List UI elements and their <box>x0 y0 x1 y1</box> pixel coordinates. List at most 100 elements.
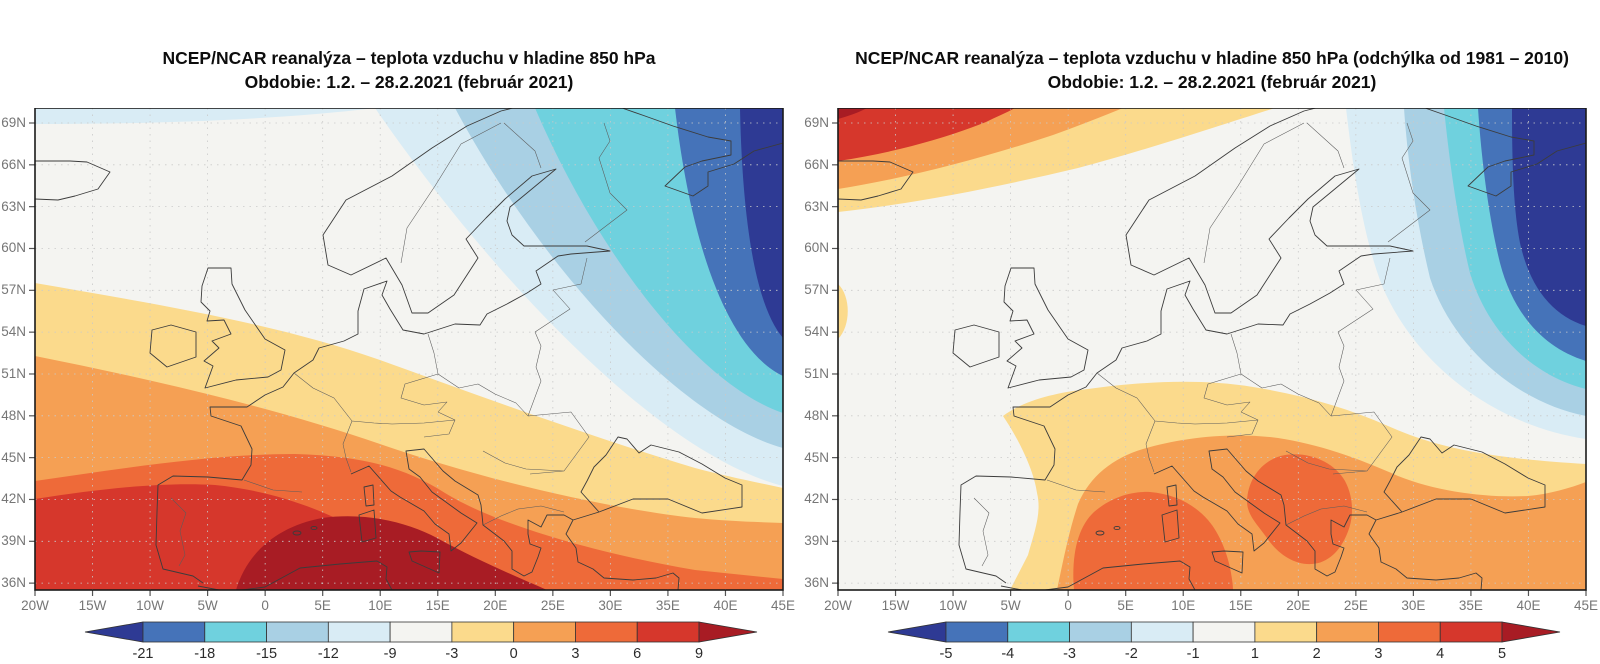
colorbar-segment <box>84 621 144 643</box>
axis-ticks <box>832 122 1587 596</box>
colorbar-segment <box>327 621 391 643</box>
lon-tick-label: 30E <box>1401 598 1426 613</box>
colorbar-segment <box>204 621 267 643</box>
lat-tick-label: 36N <box>804 575 829 591</box>
lat-tick-label: 60N <box>1 240 26 256</box>
colorbar-segment <box>1254 621 1318 643</box>
colorbar-segment <box>1007 621 1070 643</box>
map-area-anomaly: 69N 66N 63N 60N 57N 54N 51N 48N 45N 42N 39N 36N 20W 1… <box>804 108 1598 613</box>
colorbar-tick-label: 9 <box>694 646 704 662</box>
lon-tick-label: 5W <box>1000 598 1021 613</box>
colorbar-svg <box>84 621 758 643</box>
lat-tick-label: 66N <box>804 156 829 172</box>
panel-title-block: NCEP/NCAR reanalýza – teplota vzduchu v … <box>838 46 1586 94</box>
lat-tick-label: 51N <box>804 365 829 381</box>
lat-tick-label: 42N <box>1 491 26 507</box>
colorbar-segment <box>945 621 1009 643</box>
lon-tick-label: 5W <box>197 598 218 613</box>
lon-tick-label: 5E <box>1117 598 1134 613</box>
map-band-balkan-dark-orange <box>1247 454 1353 565</box>
lat-tick-label: 60N <box>804 240 829 256</box>
map-band-nw-red <box>838 108 1015 161</box>
colorbar-segment <box>1378 621 1441 643</box>
lon-tick-label: 20W <box>21 598 49 613</box>
lat-tick-label: 42N <box>804 491 829 507</box>
colorbar-tick-label: -3 <box>1063 646 1076 662</box>
map-band-west-yellow-sliver <box>838 284 848 339</box>
colorbar-segment <box>887 621 947 643</box>
colorbar-temperature: -21 -18 -15 -12 -9 -3 0 3 6 9 <box>35 620 783 664</box>
coastline <box>35 108 783 590</box>
panel-title-block: NCEP/NCAR reanalýza – teplota vzduchu v … <box>35 46 783 94</box>
lon-tick-label: 30E <box>598 598 623 613</box>
colorbar-segment <box>451 621 515 643</box>
colorbar-tick-label: 1 <box>1250 646 1259 662</box>
colorbar-tick-label: 3 <box>571 646 580 662</box>
lat-tick-label: 45N <box>1 449 26 465</box>
colorbar-tick-label: -18 <box>194 646 216 662</box>
country-borders <box>170 122 628 567</box>
colorbar-anomaly: -5 -4 -3 -2 -1 1 2 3 4 5 <box>838 620 1586 664</box>
map-svg-anomaly <box>832 108 1587 596</box>
lon-tick-label: 20E <box>483 598 508 613</box>
lon-tick-label: 35E <box>1458 598 1483 613</box>
map-frame <box>837 108 1587 591</box>
lon-tick-label: 15E <box>425 598 450 613</box>
colorbar-segment <box>1130 621 1194 643</box>
map-area-temperature: 69N 66N 63N 60N 57N 54N 51N 48N 45N 42N 39N 36N 20W 1… <box>1 108 795 613</box>
colorbar-tick-label: -1 <box>1186 646 1200 662</box>
grid-dotted <box>35 108 783 590</box>
lon-tick-label: 15W <box>78 598 107 613</box>
lat-tick-label: 51N <box>1 365 26 381</box>
map-band-ne-navy <box>1512 108 1586 326</box>
colorbar-tick-label: 5 <box>1497 646 1507 662</box>
lon-tick-label: 20E <box>1286 598 1311 613</box>
lat-tick-label: 54N <box>1 324 26 340</box>
lon-tick-label: 5E <box>314 598 331 613</box>
lat-tick-label: 69N <box>804 115 829 130</box>
colorbar-tick-label: -15 <box>256 646 278 662</box>
colorbar-tick-label: -5 <box>939 646 953 662</box>
lon-tick-label: 25E <box>1343 598 1368 613</box>
colorbar-segment <box>142 621 206 643</box>
colorbar-tick-label: -4 <box>1001 646 1015 662</box>
lat-tick-label: 63N <box>804 198 829 214</box>
colorbar-segment <box>1316 621 1379 643</box>
colorbar-tick-label: 4 <box>1436 646 1445 662</box>
map-frame <box>34 108 784 591</box>
lat-tick-label: 45N <box>804 449 829 465</box>
colorbar-segment <box>1069 621 1132 643</box>
map-band-ne-navy <box>740 108 783 338</box>
colorbar-tick-label: -2 <box>1124 646 1138 662</box>
colorbar-tick-label: 0 <box>509 646 518 662</box>
lat-tick-label: 54N <box>804 324 829 340</box>
lon-tick-label: 45E <box>770 598 796 613</box>
colorbar-segment <box>698 621 758 643</box>
map-svg-temperature <box>29 108 784 596</box>
map-band-nw-dark-red <box>838 108 867 119</box>
colorbar-segment <box>1439 621 1503 643</box>
map-band-arctic-pale-blue <box>35 108 375 124</box>
lat-tick-label: 39N <box>804 533 829 549</box>
colorbar-segment <box>1192 621 1256 643</box>
country-borders <box>973 122 1431 567</box>
lon-tick-label: 10E <box>368 598 393 613</box>
balearic-island <box>292 530 302 536</box>
map-band-wmed-dark-orange <box>1073 491 1233 590</box>
balearic-island <box>310 525 318 531</box>
lon-tick-label: 25E <box>540 598 565 613</box>
panel-temperature: NCEP/NCAR reanalýza – teplota vzduchu v … <box>1 46 795 664</box>
panel-subtitle: Obdobie: 1.2. – 28.2.2021 (február 2021) <box>1047 72 1377 92</box>
lat-tick-label: 66N <box>1 156 26 172</box>
panel-title: NCEP/NCAR reanalýza – teplota vzduchu v … <box>855 48 1569 68</box>
colorbar-tick-label: -21 <box>132 646 154 662</box>
lat-tick-label: 63N <box>1 198 26 214</box>
colorbar-segment <box>389 621 453 643</box>
colorbar-tick-label: -12 <box>317 646 339 662</box>
axis-ticks <box>29 122 784 596</box>
colorbar-tick-label: 2 <box>1312 646 1321 662</box>
lon-tick-label: 40E <box>713 598 738 613</box>
lon-tick-label: 10E <box>1171 598 1196 613</box>
colorbar-tick-label: -3 <box>445 646 459 662</box>
